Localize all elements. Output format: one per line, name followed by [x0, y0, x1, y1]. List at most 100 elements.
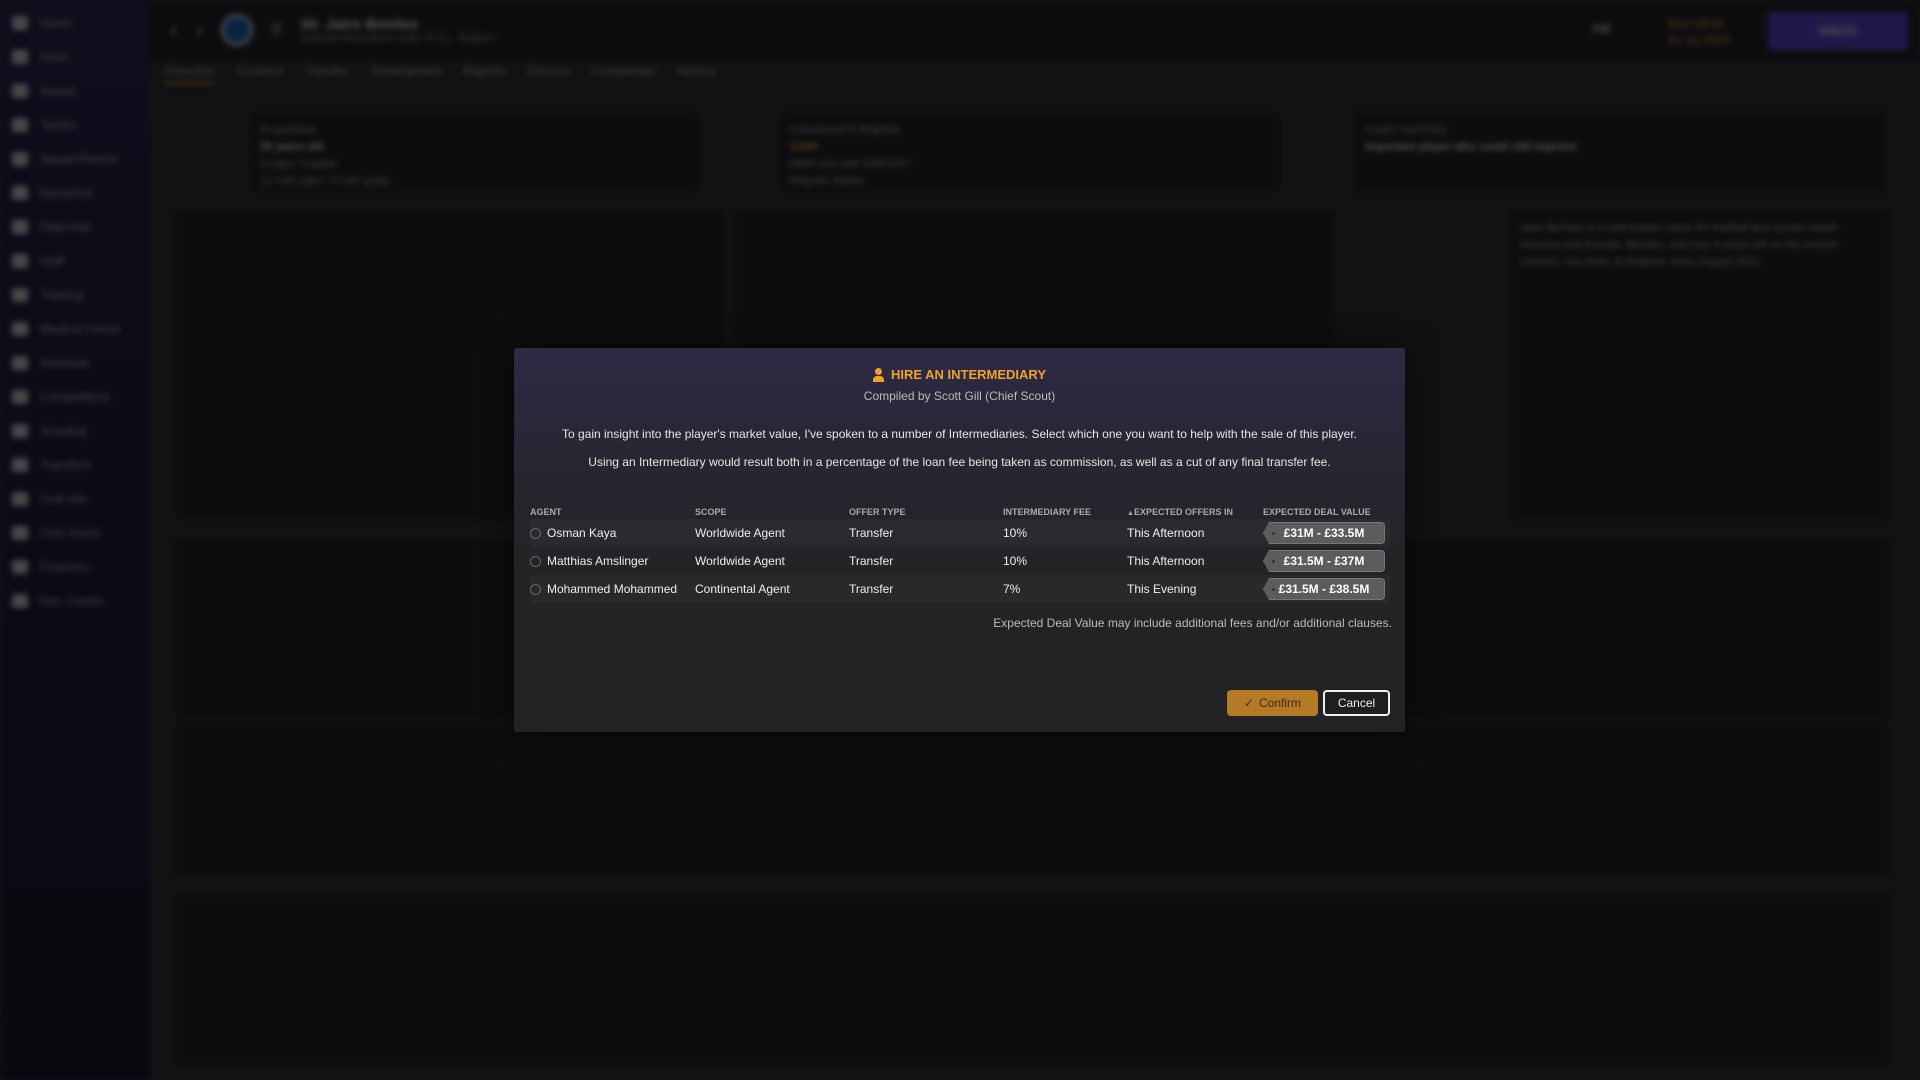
- radio-button[interactable]: [530, 583, 541, 595]
- contract-label: Contracted to Brighton: [790, 124, 901, 136]
- inbox-button[interactable]: INBOX: [1768, 12, 1908, 50]
- sidebar-item[interactable]: Scouting: [0, 414, 150, 448]
- sidebar-item[interactable]: Staff: [0, 244, 150, 278]
- sidebar-item[interactable]: Competitions: [0, 380, 150, 414]
- sidebar-label: Training: [40, 288, 83, 302]
- dialog-subtitle: Compiled by Scott Gill (Chief Scout): [863, 389, 1056, 403]
- tab-transfer[interactable]: Transfer: [304, 64, 349, 78]
- search-icon[interactable]: ⚲: [270, 22, 283, 39]
- sidebar-item[interactable]: Schedule: [0, 346, 150, 380]
- sidebar-item[interactable]: Inbox: [0, 40, 150, 74]
- title-text: HIRE AN INTERMEDIARY: [890, 367, 1047, 382]
- coach-label: Coach Summary: [1365, 124, 1447, 136]
- sidebar: Home Inbox Squad Tactics Squad Planner D…: [0, 0, 150, 1080]
- col-agent[interactable]: AGENT: [530, 507, 562, 517]
- training-icon: [12, 288, 28, 302]
- tab-overview[interactable]: Overview: [165, 64, 216, 84]
- fm-button[interactable]: FM: [1592, 22, 1610, 36]
- sidebar-item[interactable]: Training: [0, 278, 150, 312]
- tab-contract[interactable]: Contract: [237, 64, 283, 78]
- squad-status: Regular Starter: [790, 175, 865, 187]
- scope: Worldwide Agent: [695, 526, 785, 540]
- sidebar-label: Dev. Centre: [40, 594, 104, 608]
- deal-value-tag: £31M - £33.5M: [1263, 522, 1385, 544]
- tab-history[interactable]: History: [678, 64, 716, 78]
- sidebar-label: Tactics: [40, 118, 77, 132]
- offers-in: This Afternoon: [1127, 554, 1205, 568]
- wage: £80K p/w until 30/6/2027: [790, 158, 912, 170]
- radio-button[interactable]: [530, 527, 541, 539]
- check-icon: ✓: [1243, 696, 1255, 710]
- tab-reports[interactable]: Reports: [463, 64, 506, 78]
- commission-paragraph: Using an Intermediary would result both …: [588, 455, 1331, 469]
- col-intermediary-fee[interactable]: INTERMEDIARY FEE: [1003, 507, 1092, 517]
- sidebar-label: Staff: [40, 254, 65, 268]
- u20-caps: 12 U20 caps / 4 U20 goals: [260, 175, 390, 187]
- sidebar-label: Scouting: [40, 424, 87, 438]
- intro-paragraph: To gain insight into the player's market…: [561, 427, 1358, 441]
- biography-text: Jairo Benítez is a well-known name for f…: [1520, 222, 1838, 268]
- sidebar-item[interactable]: Transfers: [0, 448, 150, 482]
- confirm-button[interactable]: ✓ Confirm: [1227, 690, 1318, 716]
- sidebar-item[interactable]: Finances: [0, 550, 150, 584]
- sidebar-label: Finances: [40, 560, 89, 574]
- time: Mon 09:00: [1667, 17, 1725, 31]
- tab-discuss[interactable]: Discuss: [527, 64, 570, 78]
- intermediary-table: AGENT SCOPE OFFER TYPE INTERMEDIARY FEE …: [530, 505, 1390, 603]
- col-offer-type[interactable]: OFFER TYPE: [849, 507, 906, 517]
- coach-text: Important player who could still improve: [1365, 141, 1577, 153]
- deal-value-note: Expected Deal Value may include addition…: [993, 616, 1392, 630]
- schedule-icon: [12, 356, 28, 370]
- nationality: Ecuadorian: [260, 124, 316, 136]
- table-row[interactable]: Osman Kaya Worldwide Agent Transfer 10% …: [530, 519, 1390, 547]
- tab-development[interactable]: Development: [370, 64, 442, 78]
- top-bar: ‹ › ⚲ 30. Jairo Benítez Defender/Wing Bac…: [150, 0, 1920, 60]
- trophy-icon: [12, 390, 28, 404]
- offers-in: This Evening: [1127, 582, 1197, 596]
- sidebar-item[interactable]: Dev. Centre: [0, 584, 150, 618]
- tab-comparison[interactable]: Comparison: [591, 64, 657, 78]
- col-label: EXPECTED OFFERS IN: [1133, 507, 1233, 517]
- radio-button[interactable]: [530, 555, 541, 567]
- sidebar-label: Data Hub: [40, 220, 91, 234]
- sidebar-item[interactable]: Squad Planner: [0, 142, 150, 176]
- home-icon: [12, 16, 28, 30]
- col-expected-offers-in[interactable]: ▲EXPECTED OFFERS IN: [1127, 507, 1263, 517]
- forward-icon[interactable]: ›: [195, 17, 203, 42]
- fee: 10%: [1003, 554, 1028, 568]
- offer-type: Transfer: [849, 582, 894, 596]
- cancel-button[interactable]: Cancel: [1323, 690, 1390, 716]
- col-scope[interactable]: SCOPE: [695, 507, 727, 517]
- fee: 10%: [1003, 526, 1028, 540]
- scope: Worldwide Agent: [695, 554, 785, 568]
- tab-bar: Overview Contract Transfer Development R…: [165, 64, 715, 84]
- dialog-title: HIRE AN INTERMEDIARY: [514, 367, 1405, 382]
- sidebar-item[interactable]: Data Hub: [0, 210, 150, 244]
- coach-summary-panel: Coach Summary Important player who could…: [1355, 112, 1885, 192]
- sidebar-item[interactable]: Tactics: [0, 108, 150, 142]
- table-row[interactable]: Mohammed Mohammed Continental Agent Tran…: [530, 575, 1390, 603]
- sidebar-item[interactable]: Club Vision: [0, 516, 150, 550]
- sidebar-item[interactable]: Dynamics: [0, 176, 150, 210]
- confirm-label: Confirm: [1259, 696, 1302, 710]
- sidebar-item[interactable]: Squad: [0, 74, 150, 108]
- staff-icon: [12, 254, 28, 268]
- stats-panel: [175, 895, 1890, 1065]
- deal-value-tag: £31.5M - £38.5M: [1263, 578, 1385, 600]
- sidebar-label: Club Info: [40, 492, 89, 506]
- club-badge[interactable]: [220, 14, 253, 46]
- sidebar-item[interactable]: Club Info: [0, 482, 150, 516]
- sidebar-item[interactable]: Medical Centre: [0, 312, 150, 346]
- game-date[interactable]: Mon 09:00 31 Jul 2023: [1668, 16, 1730, 48]
- table-row[interactable]: Matthias Amslinger Worldwide Agent Trans…: [530, 547, 1390, 575]
- sidebar-item[interactable]: Home: [0, 6, 150, 40]
- age: 25 years old: [260, 141, 324, 153]
- back-icon[interactable]: ‹: [170, 17, 178, 42]
- squad-icon: [12, 84, 28, 98]
- sidebar-label: Home: [40, 16, 73, 30]
- col-expected-deal-value[interactable]: EXPECTED DEAL VALUE: [1263, 507, 1371, 517]
- offer-type: Transfer: [849, 526, 894, 540]
- sidebar-label: Dynamics: [40, 186, 93, 200]
- agent-name: Mohammed Mohammed: [547, 582, 678, 596]
- player-subtitle: Defender/Wing Back (Left) / M (L) - Brig…: [300, 33, 496, 44]
